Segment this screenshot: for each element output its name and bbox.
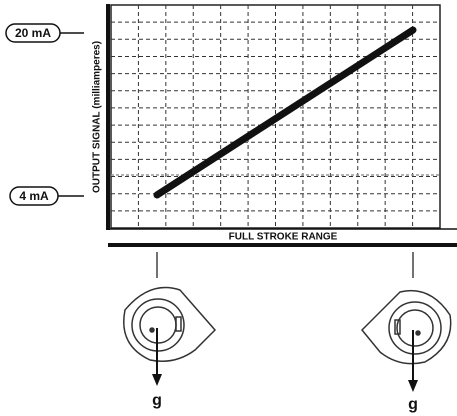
arrow-head <box>152 374 162 386</box>
diagram: OUTPUT SIGNAL (milliamperes) 20 mA 4 mA … <box>0 0 457 416</box>
gravity-label: g <box>152 392 162 409</box>
arrow-head <box>408 380 418 392</box>
valve-closed <box>124 288 215 362</box>
x-axis-label: FULL STROKE RANGE <box>229 232 338 243</box>
gravity-label: g <box>408 396 418 413</box>
valve-open <box>362 291 451 364</box>
marker-label: 20 mA <box>15 26 51 40</box>
y-axis-label: OUTPUT SIGNAL (milliamperes) <box>92 41 103 193</box>
page: OUTPUT SIGNAL (milliamperes) 20 mA 4 mA … <box>0 0 457 416</box>
marker-label: 4 mA <box>19 189 49 203</box>
